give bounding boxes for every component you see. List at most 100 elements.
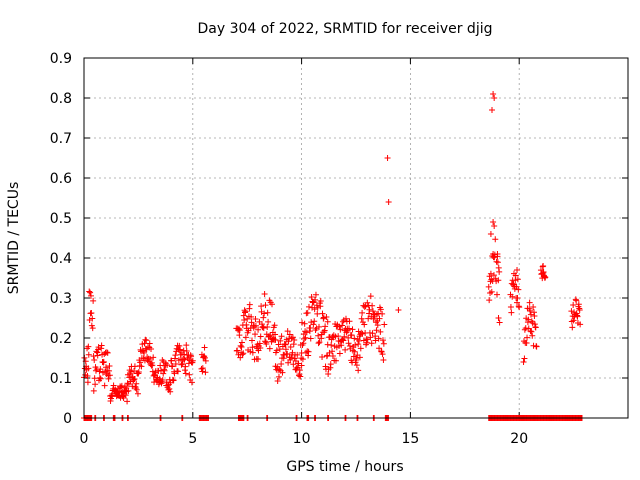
data-point xyxy=(312,296,319,303)
data-point xyxy=(130,376,137,383)
data-point xyxy=(92,381,99,388)
data-point xyxy=(262,338,269,345)
y-tick-label: 0.5 xyxy=(50,211,72,227)
data-point xyxy=(307,335,314,342)
data-point xyxy=(317,298,324,305)
data-point xyxy=(301,335,308,342)
data-point xyxy=(89,315,96,322)
data-point xyxy=(527,307,534,314)
data-point xyxy=(362,303,369,310)
data-point xyxy=(161,367,168,374)
y-tick-label: 0.3 xyxy=(50,291,72,307)
data-point xyxy=(183,342,190,349)
data-point xyxy=(363,339,370,346)
data-point xyxy=(364,299,371,306)
data-point xyxy=(133,386,140,393)
data-point xyxy=(315,332,322,339)
data-point xyxy=(258,303,265,310)
data-point xyxy=(490,219,497,225)
data-point xyxy=(332,357,339,364)
y-tick-label: 0.9 xyxy=(50,51,72,67)
data-point xyxy=(284,328,291,335)
data-point xyxy=(271,322,278,329)
data-point xyxy=(141,340,148,347)
data-point xyxy=(342,346,349,353)
data-point xyxy=(266,345,273,352)
data-point xyxy=(261,291,268,298)
data-point xyxy=(336,350,343,357)
data-point xyxy=(284,350,291,357)
data-point xyxy=(369,302,376,309)
data-point xyxy=(133,380,140,387)
data-point xyxy=(540,263,547,269)
data-point xyxy=(279,369,286,376)
data-point xyxy=(252,331,259,338)
data-point xyxy=(172,360,179,367)
data-point xyxy=(124,380,131,387)
data-point xyxy=(97,375,104,382)
data-point xyxy=(234,347,241,354)
data-point xyxy=(570,317,577,324)
data-point xyxy=(201,354,208,361)
data-point xyxy=(299,356,306,363)
data-point xyxy=(286,331,293,338)
data-point xyxy=(85,365,92,372)
data-point xyxy=(202,357,209,364)
y-tick-label: 0.8 xyxy=(50,91,72,107)
data-point xyxy=(118,382,125,389)
data-point xyxy=(98,342,105,349)
data-point xyxy=(569,324,576,331)
data-point xyxy=(529,332,536,339)
data-point xyxy=(182,363,189,370)
data-point xyxy=(86,288,93,295)
data-point xyxy=(570,301,577,308)
data-point xyxy=(526,299,533,306)
data-point xyxy=(568,308,575,315)
data-point xyxy=(395,307,402,313)
data-points xyxy=(81,91,585,421)
data-point xyxy=(274,377,281,384)
data-point xyxy=(305,348,312,355)
data-point xyxy=(525,316,532,323)
data-point xyxy=(202,369,209,376)
data-point xyxy=(118,389,125,396)
data-point xyxy=(104,349,111,356)
grid-lines xyxy=(84,58,628,418)
data-point xyxy=(103,349,110,356)
data-point xyxy=(188,379,195,386)
data-point xyxy=(185,360,192,367)
data-point xyxy=(310,321,317,328)
data-point xyxy=(349,326,356,333)
data-point xyxy=(264,323,271,330)
data-point xyxy=(377,328,384,335)
data-point xyxy=(488,288,495,295)
data-point xyxy=(367,334,374,341)
data-point xyxy=(87,289,94,296)
data-point xyxy=(131,367,138,374)
data-point xyxy=(105,375,112,382)
data-point xyxy=(351,335,358,342)
data-point xyxy=(512,272,519,279)
data-point xyxy=(101,382,108,389)
data-point xyxy=(495,277,502,284)
data-point xyxy=(508,309,515,316)
data-point xyxy=(353,362,360,369)
data-point xyxy=(106,362,113,369)
chart-title: Day 304 of 2022, SRMTID for receiver dji… xyxy=(198,21,493,37)
data-point xyxy=(355,341,362,348)
data-point xyxy=(248,319,255,326)
data-point xyxy=(141,349,148,356)
y-axis-label: SRMTID / TECUs xyxy=(6,182,22,295)
data-point xyxy=(305,303,312,310)
data-point xyxy=(488,276,495,283)
data-point xyxy=(327,361,334,368)
y-tick-label: 0.6 xyxy=(50,171,72,187)
data-point xyxy=(235,325,242,332)
data-point xyxy=(175,368,182,375)
data-point xyxy=(135,369,142,376)
data-point xyxy=(316,323,323,330)
data-point xyxy=(487,270,494,277)
data-point xyxy=(90,297,97,304)
data-point xyxy=(496,268,503,275)
data-point xyxy=(367,293,374,300)
